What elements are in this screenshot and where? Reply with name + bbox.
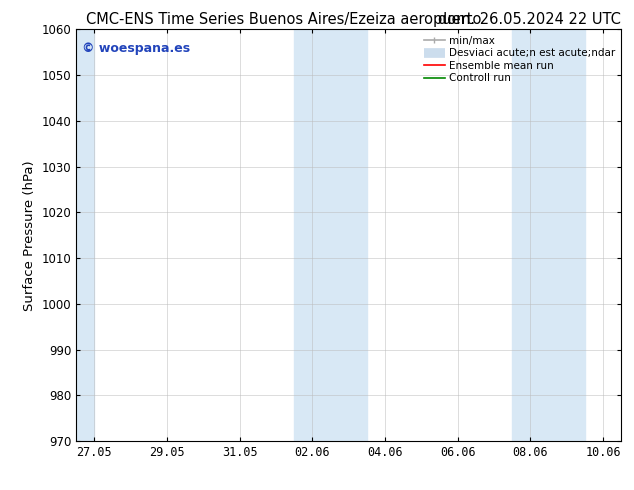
Bar: [294, 29, 367, 441]
Bar: [512, 29, 585, 441]
Legend: min/max, Desviaci acute;n est acute;ndar, Ensemble mean run, Controll run: min/max, Desviaci acute;n est acute;ndar…: [420, 31, 619, 88]
Text: dom. 26.05.2024 22 UTC: dom. 26.05.2024 22 UTC: [439, 12, 621, 27]
Text: CMC-ENS Time Series Buenos Aires/Ezeiza aeropuerto: CMC-ENS Time Series Buenos Aires/Ezeiza …: [86, 12, 481, 27]
Text: © woespana.es: © woespana.es: [82, 42, 190, 55]
Bar: [76, 29, 94, 441]
Y-axis label: Surface Pressure (hPa): Surface Pressure (hPa): [23, 160, 36, 311]
